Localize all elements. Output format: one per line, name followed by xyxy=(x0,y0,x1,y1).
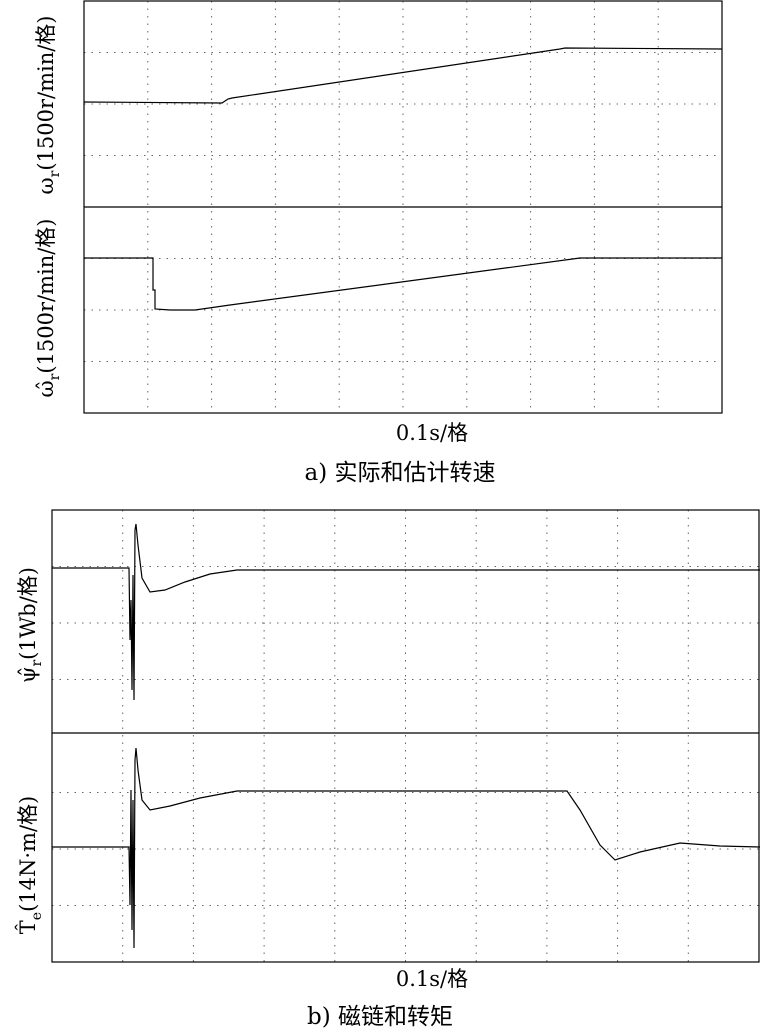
unit: (14N·m/格) xyxy=(16,796,40,912)
unit: (1500r/min/格) xyxy=(34,15,58,170)
y-label: ω̂r(1500r/min/格) xyxy=(34,218,63,397)
symbol: ω xyxy=(34,177,58,194)
x-label: 0.1s/格 xyxy=(396,421,468,445)
grid xyxy=(52,510,759,962)
symbol: ψ̂ xyxy=(16,667,40,683)
torque-trace xyxy=(52,747,760,949)
y-label: ωr(1500r/min/格) xyxy=(34,15,63,194)
unit: (1Wb/格) xyxy=(16,567,40,660)
unit: (1500r/min/格) xyxy=(34,218,58,373)
y-label: ψ̂r(1Wb/格) xyxy=(16,567,45,683)
x-label: 0.1s/格 xyxy=(396,967,468,991)
subscript: r xyxy=(47,373,63,380)
symbol: T̂ xyxy=(16,920,40,934)
subscript: e xyxy=(29,912,45,920)
flux-trace xyxy=(52,523,760,701)
estimated-speed-trace xyxy=(84,257,722,311)
subscript: r xyxy=(47,170,63,177)
symbol: ω̂ xyxy=(34,380,58,397)
caption: b) 磁链和转矩 xyxy=(307,1004,453,1030)
plot-frame xyxy=(51,509,760,963)
speed-trace xyxy=(83,47,723,104)
y-label: T̂e(14N·m/格) xyxy=(16,796,45,934)
caption: a) 实际和估计转速 xyxy=(305,460,496,486)
subscript: r xyxy=(29,660,45,667)
